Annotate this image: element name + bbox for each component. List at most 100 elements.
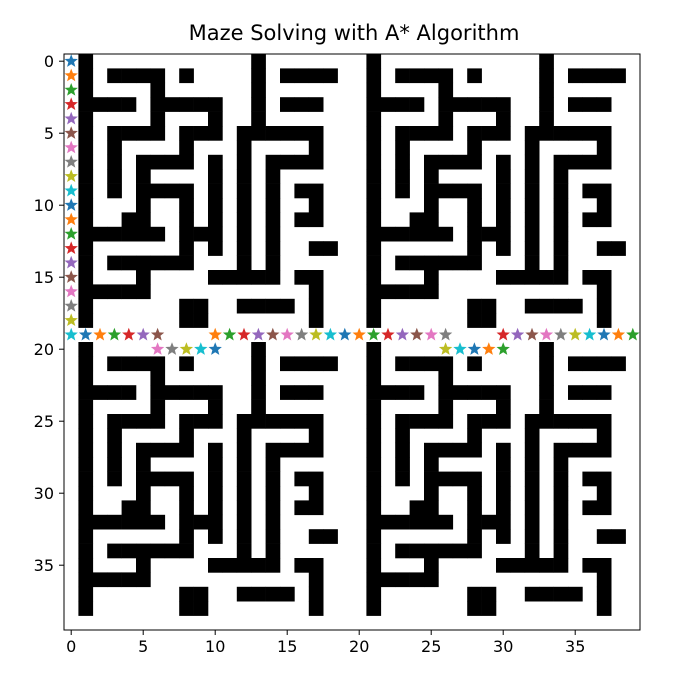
path-star-marker <box>64 227 78 240</box>
maze-wall-cell <box>280 586 295 602</box>
path-star-marker <box>64 111 78 125</box>
maze-wall-cell <box>467 226 482 242</box>
maze-wall-cell <box>438 414 454 429</box>
maze-wall-cell <box>438 370 454 386</box>
maze-wall-cell <box>150 543 166 559</box>
maze-wall-cell <box>424 558 439 573</box>
maze-wall-cell <box>236 428 252 444</box>
maze-wall-cell <box>164 471 180 487</box>
maze-wall-cell <box>366 370 382 386</box>
maze-wall-cell <box>366 514 382 530</box>
maze-wall-cell <box>150 471 166 487</box>
maze-wall-cell <box>467 68 482 84</box>
maze-wall-cell <box>294 414 310 429</box>
maze-wall-cell <box>164 442 180 458</box>
maze-wall-cell <box>236 241 252 256</box>
path-star-marker <box>525 327 539 341</box>
maze-wall-cell <box>164 385 180 400</box>
maze-wall-cell <box>265 270 281 285</box>
maze-wall-cell <box>380 514 396 530</box>
maze-wall-cell <box>280 97 295 112</box>
path-star-marker <box>597 327 611 341</box>
path-star-marker <box>64 255 78 269</box>
maze-wall-cell <box>308 486 324 501</box>
maze-wall-cell <box>366 241 382 256</box>
maze-wall-cell <box>366 385 382 400</box>
maze-wall-cell <box>553 126 569 141</box>
maze-wall-cell <box>424 183 439 199</box>
maze-wall-cell <box>107 442 122 458</box>
maze-wall-cell <box>280 154 295 170</box>
maze-wall-cell <box>611 529 626 544</box>
maze-wall-cell <box>481 298 497 314</box>
maze-wall-cell <box>308 572 324 588</box>
maze-wall-cell <box>568 356 583 372</box>
maze-wall-cell <box>395 572 410 588</box>
maze-wall-cell <box>208 270 223 285</box>
maze-wall-cell <box>524 183 540 199</box>
maze-wall-cell <box>193 298 209 314</box>
maze-wall-cell <box>150 442 166 458</box>
maze-wall-cell <box>236 154 252 170</box>
path-star-marker <box>251 327 266 341</box>
maze-wall-cell <box>553 457 569 472</box>
maze-wall-cell <box>553 255 569 271</box>
maze-wall-cell <box>424 514 439 530</box>
y-tick-label: 15 <box>34 268 54 287</box>
maze-wall-cell <box>136 558 151 573</box>
maze-wall-cell <box>308 140 324 156</box>
maze-wall-cell <box>467 126 482 141</box>
x-tick-label: 15 <box>277 637 297 656</box>
maze-wall-cell <box>208 399 223 415</box>
maze-wall-cell <box>438 68 454 84</box>
maze-wall-cell <box>236 226 252 242</box>
maze-wall-cell <box>524 414 540 429</box>
path-star-marker <box>395 327 410 341</box>
maze-wall-cell <box>78 126 94 141</box>
maze-wall-cell <box>265 241 281 256</box>
maze-wall-cell <box>265 543 281 559</box>
maze-wall-cell <box>92 514 108 530</box>
path-star-marker <box>165 342 179 355</box>
maze-wall-cell <box>78 529 94 544</box>
maze-wall-cell <box>553 558 569 573</box>
maze-wall-cell <box>524 270 540 285</box>
maze-wall-cell <box>208 558 223 573</box>
maze-wall-cell <box>323 241 338 256</box>
maze-wall-cell <box>582 154 598 170</box>
path-star-marker <box>150 342 165 355</box>
maze-wall-cell <box>121 385 137 400</box>
maze-wall-cell <box>467 140 482 156</box>
maze-wall-cell <box>553 471 569 487</box>
maze-wall-cell <box>424 543 439 559</box>
maze-wall-cell <box>265 126 281 141</box>
path-star-marker <box>496 327 510 341</box>
maze-wall-cell <box>438 471 454 487</box>
maze-wall-cell <box>236 298 252 314</box>
maze-wall-cell <box>539 370 554 386</box>
maze-wall-cell <box>92 385 108 400</box>
maze-wall-cell <box>438 183 454 199</box>
maze-wall-cell <box>251 54 266 69</box>
maze-wall-cell <box>582 442 598 458</box>
maze-wall-cell <box>596 471 612 487</box>
maze-wall-cell <box>121 543 137 559</box>
maze-wall-cell <box>78 514 94 530</box>
maze-wall-cell <box>596 486 612 501</box>
y-tick-label: 35 <box>34 556 54 575</box>
maze-wall-cell <box>78 500 94 516</box>
maze-wall-cell <box>366 428 382 444</box>
maze-wall-cell <box>524 140 540 156</box>
maze-wall-cell <box>193 97 209 112</box>
maze-wall-cell <box>395 97 410 112</box>
maze-wall-cell <box>467 543 482 559</box>
maze-wall-cell <box>596 183 612 199</box>
maze-wall-cell <box>121 514 137 530</box>
maze-wall-cell <box>294 356 310 372</box>
maze-wall-cell <box>308 442 324 458</box>
maze-wall-cell <box>78 572 94 588</box>
path-star-marker <box>107 327 122 341</box>
maze-wall-cell <box>265 212 281 228</box>
maze-wall-cell <box>553 543 569 559</box>
maze-wall-cell <box>236 543 252 559</box>
